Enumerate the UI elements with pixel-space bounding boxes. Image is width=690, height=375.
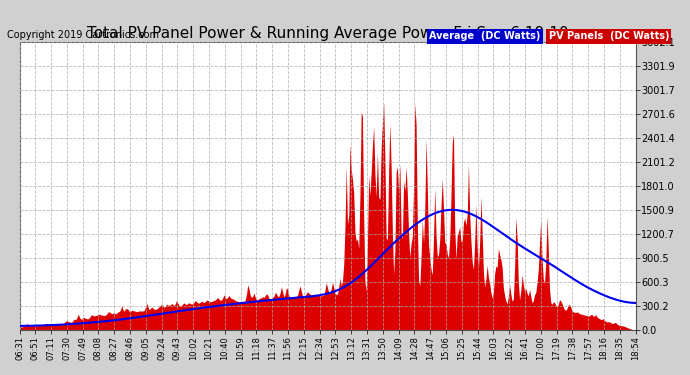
Text: Copyright 2019 Cartronics.com: Copyright 2019 Cartronics.com: [7, 30, 159, 39]
Title: Total PV Panel Power & Running Average Power Fri Sep 6 19:10: Total PV Panel Power & Running Average P…: [87, 26, 569, 41]
Text: Average  (DC Watts): Average (DC Watts): [429, 32, 540, 41]
Text: PV Panels  (DC Watts): PV Panels (DC Watts): [549, 32, 669, 41]
